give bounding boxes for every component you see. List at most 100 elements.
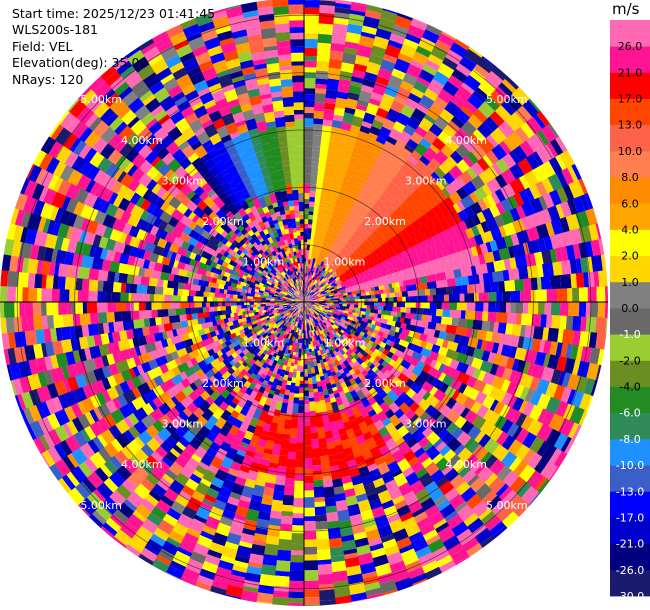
gate-4491 (209, 301, 215, 307)
gate-238 (340, 121, 353, 132)
gate-680 (369, 216, 379, 225)
gate-1379 (378, 289, 384, 295)
gate-124 (314, 190, 322, 200)
gate-544 (395, 138, 408, 149)
gate-749 (484, 96, 501, 112)
gate-204 (351, 1, 368, 7)
gate-391 (371, 119, 384, 130)
gate-706 (491, 65, 508, 82)
gate-3033 (299, 380, 304, 385)
gate-868 (356, 256, 363, 263)
gate-608 (304, 298, 307, 302)
gate-530 (346, 224, 353, 231)
gate-1129 (372, 269, 379, 276)
gate-2892 (316, 419, 324, 428)
gate-3055 (291, 525, 304, 534)
gate-852 (522, 100, 540, 118)
gate-65 (307, 224, 313, 229)
gate-133 (322, 125, 333, 133)
gate-173 (318, 207, 325, 212)
gate-1150 (494, 214, 505, 228)
gate-1540 (449, 302, 458, 311)
gate-1181 (385, 269, 391, 276)
gate-1497 (488, 291, 497, 303)
gate-4389 (217, 310, 223, 316)
gate-4497 (170, 301, 181, 309)
gate-753 (501, 78, 517, 94)
gate-716 (331, 268, 336, 274)
gate-2911 (330, 560, 347, 573)
gate-768 (344, 258, 350, 264)
gate-1423 (359, 295, 366, 300)
gate-745 (460, 120, 478, 137)
gate-1041 (457, 209, 469, 222)
gate-1015 (324, 287, 330, 292)
gate-1140 (434, 241, 444, 252)
gate-31 (304, 112, 315, 119)
gate-1147 (476, 223, 485, 235)
gate-947 (495, 158, 510, 174)
gate-696 (447, 120, 461, 134)
gate-933 (404, 224, 415, 235)
gate-845 (478, 137, 496, 155)
gate-921 (361, 257, 368, 264)
gate-513 (312, 284, 316, 288)
gate-1206 (555, 203, 565, 220)
gate-1068 (343, 280, 349, 284)
gate-401 (399, 43, 418, 59)
gate-512 (310, 287, 314, 292)
gate-1172 (345, 284, 350, 289)
gate-1542 (466, 302, 476, 312)
gate-701 (467, 94, 484, 110)
gate-1509 (587, 286, 597, 303)
gate-92 (316, 60, 330, 72)
gate-4496 (180, 301, 190, 309)
gate-557 (449, 42, 468, 58)
gate-855 (307, 295, 313, 300)
gate-346 (372, 82, 388, 97)
gate-1371 (346, 294, 350, 298)
gate-554 (437, 62, 455, 79)
gate-1177 (367, 275, 374, 282)
gate-4443 (198, 307, 204, 314)
gate-127 (317, 169, 326, 175)
gate-4644 (200, 285, 206, 292)
gate-3083 (295, 375, 301, 381)
gate-3044 (295, 450, 304, 461)
gate-233 (334, 153, 344, 162)
gate-516 (318, 273, 323, 278)
gate-1173 (348, 283, 355, 288)
gate-258 (306, 288, 309, 295)
gate-428 (343, 210, 350, 217)
gate-337 (352, 146, 363, 156)
gate-4604 (125, 282, 131, 293)
gate-1050 (509, 177, 526, 195)
gate-1389 (446, 278, 457, 288)
gate-18 (304, 208, 310, 214)
gate-2991 (303, 420, 311, 427)
gate-2884 (311, 376, 317, 381)
gate-263 (312, 267, 316, 272)
gate-98 (319, 4, 336, 15)
gate-622 (343, 242, 351, 250)
gate-774 (362, 239, 370, 247)
gate-1483 (397, 296, 403, 303)
gate-433 (353, 186, 362, 193)
gate-1204 (537, 208, 552, 226)
gate-1390 (455, 277, 463, 287)
gate-167 (314, 230, 320, 237)
gate-4395 (186, 313, 193, 321)
gate-1222 (349, 286, 354, 290)
gate-1210 (580, 194, 590, 212)
gate-1195 (469, 236, 478, 248)
gate-2993 (303, 433, 312, 441)
gate-1533 (400, 302, 406, 308)
gate-856 (312, 291, 317, 296)
gate-3108 (275, 560, 291, 572)
gate-1153 (516, 205, 527, 220)
gate-983 (403, 234, 412, 244)
gate-4467 (21, 315, 29, 332)
gate-1039 (446, 216, 457, 228)
gate-35 (304, 88, 316, 95)
gate-750 (489, 90, 506, 107)
